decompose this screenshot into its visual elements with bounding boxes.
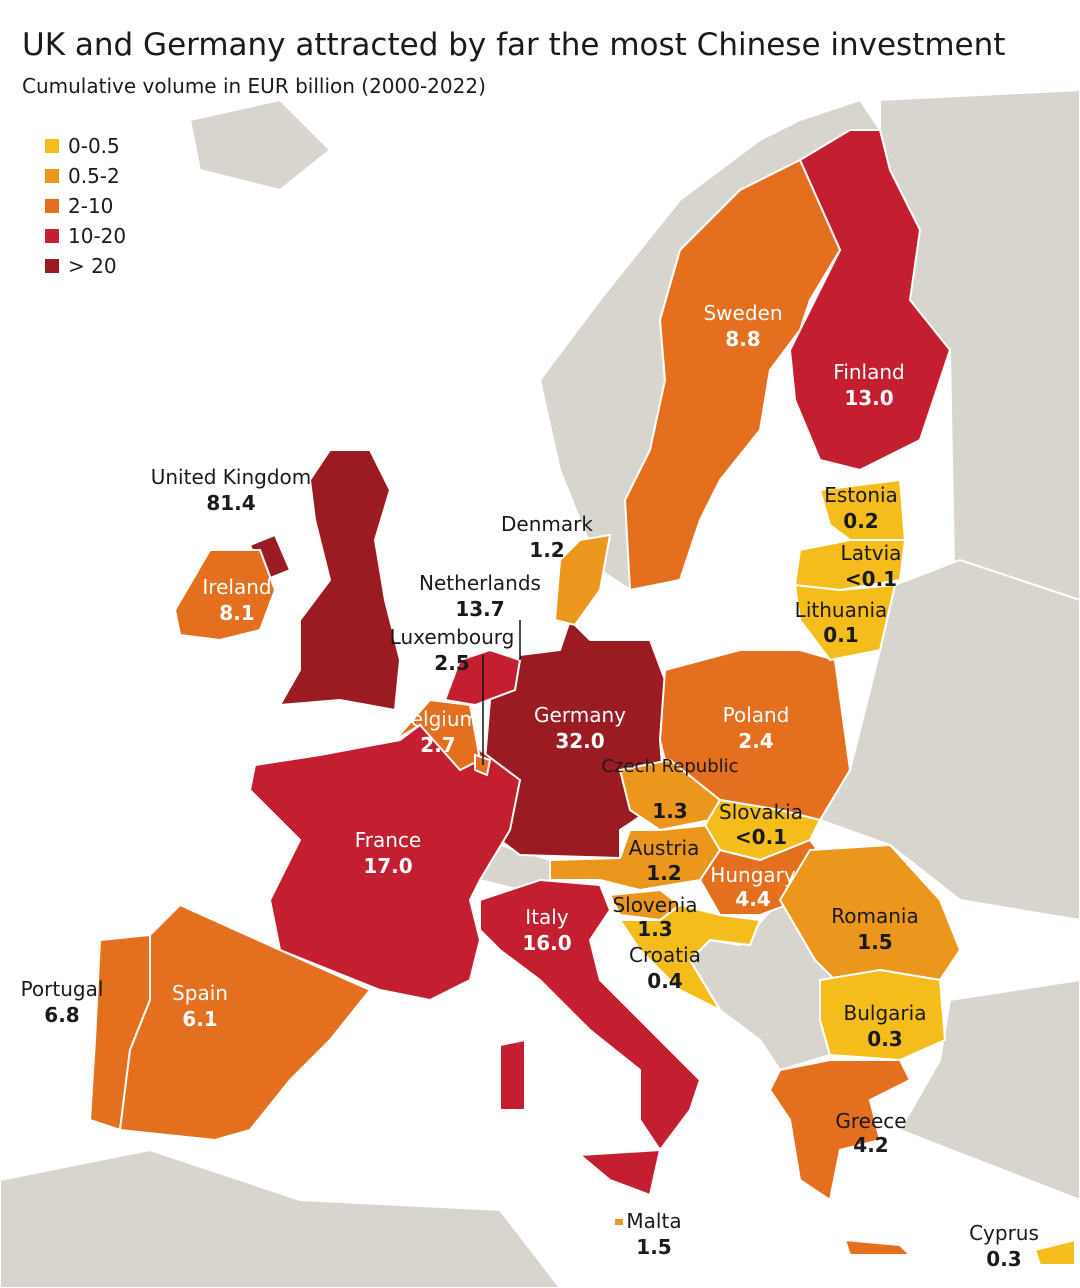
country-value: <0.1 [845,567,897,591]
country-name: France [355,828,422,852]
country-name: Malta [626,1209,681,1233]
country-shape [843,1238,913,1256]
legend-swatch [45,259,59,273]
country-name: Denmark [501,512,593,536]
country-name: Cyprus [969,1221,1039,1245]
country-name: Romania [831,904,918,928]
country-name: Sweden [703,301,782,325]
country-value: 16.0 [522,931,571,955]
legend-swatch [45,169,59,183]
country-shape [819,968,947,1062]
country-name: Greece [835,1109,906,1133]
legend-label: 10-20 [68,224,126,248]
country-value: 4.4 [735,887,770,911]
country-shape [278,449,402,712]
country-shape [788,129,952,472]
country-shape [1033,1238,1076,1266]
country-name: United Kingdom [151,465,312,489]
country-shape [793,539,907,592]
country-value: 2.5 [434,651,469,675]
legend-label: > 20 [68,254,117,278]
country-value: 1.3 [637,917,672,941]
country-name: Netherlands [419,571,541,595]
country-name: Slovakia [719,800,803,824]
country-shape [499,1038,526,1111]
country-name: Croatia [629,943,701,967]
country-value: 4.2 [853,1133,888,1157]
country-name: Finland [833,360,904,384]
country-value: 8.1 [219,601,254,625]
country-name: Estonia [824,483,898,507]
leader-lines [482,620,521,765]
country-shape [173,549,277,642]
country-value: 1.5 [857,930,892,954]
country-name: Ireland [202,575,271,599]
country-value: 81.4 [206,491,255,515]
country-name: Hungary [710,863,796,887]
country-name: Poland [723,703,790,727]
legend: 0-0.5 0.5-2 2-10 10-20 > 20 [45,134,126,278]
country-value: 1.2 [646,861,681,885]
legend-swatch [45,229,59,243]
country-value: 13.7 [455,597,504,621]
legend-label: 0-0.5 [68,134,120,158]
country-shape [703,798,822,862]
country-value: 6.8 [44,1003,79,1027]
country-labels: United Kingdom 81.4 Germany 32.0 France … [21,301,1039,1271]
country-value: 8.8 [725,327,760,351]
country-name: Czech Republic [601,756,738,777]
country-value: 2.7 [420,733,455,757]
countries [88,129,1076,1266]
country-name: Luxembourg [390,625,515,649]
country-value: 0.3 [986,1247,1021,1271]
country-shape [553,533,612,627]
legend-label: 0.5-2 [68,164,120,188]
legend-swatch [45,199,59,213]
country-value: 17.0 [363,854,412,878]
country-shape [613,1217,625,1227]
country-shape [623,158,842,592]
country-value: <0.1 [735,825,787,849]
country-name: Portugal [21,977,104,1001]
country-value: 6.1 [182,1007,217,1031]
country-name: Germany [534,703,626,727]
country-value: 0.1 [823,623,858,647]
country-name: Lithuania [795,598,888,622]
country-value: 2.4 [738,729,773,753]
country-value: 1.2 [529,538,564,562]
country-name: Spain [172,981,228,1005]
country-shape [118,903,372,1142]
country-value: 1.3 [652,799,687,823]
africa [0,1148,562,1288]
country-value: 0.2 [843,509,878,533]
country-value: 32.0 [555,729,604,753]
country-shape [479,878,702,1152]
country-value: 0.4 [647,969,682,993]
country-value: 0.3 [867,1027,902,1051]
country-name: Slovenia [612,893,697,917]
country-value: 13.0 [844,386,893,410]
country-shape [618,903,762,1013]
country-shape [577,1148,662,1197]
country-name: Bulgaria [844,1001,927,1025]
country-name: Italy [525,905,569,929]
subtitle: Cumulative volume in EUR billion (2000-2… [22,74,486,98]
country-name: Austria [629,836,700,860]
country-value: 1.5 [636,1235,671,1259]
iceland [188,98,332,192]
country-name: Latvia [841,541,902,565]
title: UK and Germany attracted by far the most… [22,27,1005,63]
legend-label: 2-10 [68,194,113,218]
country-name: Belgium [397,707,479,731]
legend-swatch [45,139,59,153]
